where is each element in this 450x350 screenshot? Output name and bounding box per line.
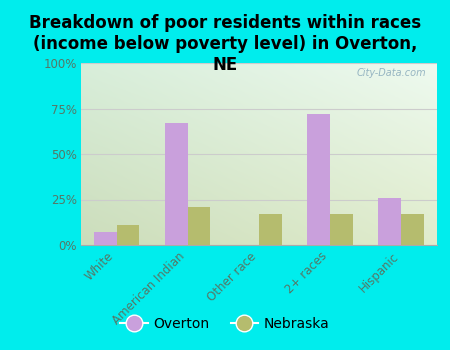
- Text: City-Data.com: City-Data.com: [356, 69, 426, 78]
- Bar: [117, 225, 140, 245]
- Bar: [378, 198, 401, 245]
- Text: Breakdown of poor residents within races
(income below poverty level) in Overton: Breakdown of poor residents within races…: [29, 14, 421, 74]
- Bar: [188, 207, 211, 245]
- Bar: [165, 123, 188, 245]
- Legend: Overton, Nebraska: Overton, Nebraska: [115, 311, 335, 336]
- Bar: [259, 214, 282, 245]
- Bar: [94, 232, 117, 245]
- Bar: [307, 114, 330, 245]
- Bar: [401, 214, 424, 245]
- Bar: [330, 214, 353, 245]
